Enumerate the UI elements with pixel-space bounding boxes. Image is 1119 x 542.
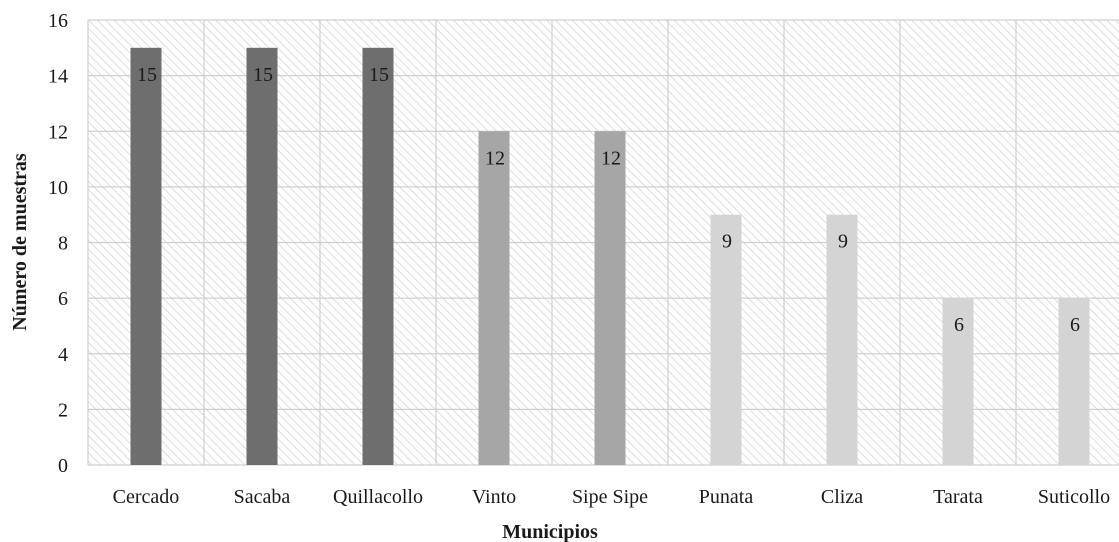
x-axis-title: Municipios <box>502 521 598 542</box>
x-tick-label: Tarata <box>933 486 983 508</box>
x-tick-label: Sipe Sipe <box>572 486 648 508</box>
x-tick-label: Sacaba <box>234 486 291 508</box>
y-tick-label: 10 <box>48 177 68 199</box>
y-tick-label: 2 <box>58 399 68 421</box>
x-tick-label: Quillacollo <box>333 486 423 508</box>
bar-quillacollo <box>362 47 394 465</box>
data-label: 6 <box>1070 314 1080 336</box>
y-tick-label: 6 <box>58 288 68 310</box>
y-axis-ticks: 0 2 4 6 8 10 12 14 16 <box>48 10 68 477</box>
x-tick-label: Cercado <box>113 486 180 508</box>
bar-suticollo <box>1058 298 1090 465</box>
data-label: 15 <box>253 64 273 86</box>
x-tick-label: Punata <box>699 486 754 508</box>
data-label: 9 <box>838 231 848 253</box>
y-tick-label: 12 <box>48 121 68 143</box>
bar-cliza <box>826 214 858 465</box>
y-axis-title: Número de muestras <box>9 153 31 331</box>
y-tick-label: 8 <box>58 233 68 255</box>
bar-sipe-sipe <box>594 131 626 465</box>
data-labels: 15 15 15 12 12 9 9 6 6 <box>137 64 1080 336</box>
y-tick-label: 0 <box>58 455 68 477</box>
y-tick-label: 4 <box>58 344 68 366</box>
y-tick-label: 14 <box>48 66 68 88</box>
data-label: 15 <box>369 64 389 86</box>
bar-sacaba <box>246 47 278 465</box>
data-label: 12 <box>485 147 505 169</box>
data-label: 12 <box>601 147 621 169</box>
x-axis-ticks: Cercado Sacaba Quillacollo Vinto Sipe Sipe Pu… <box>113 486 1110 508</box>
bar-cercado <box>130 47 162 465</box>
x-tick-label: Suticollo <box>1038 486 1110 508</box>
data-label: 15 <box>137 64 157 86</box>
bar-tarata <box>942 298 974 465</box>
y-tick-label: 16 <box>48 10 68 32</box>
x-tick-label: Cliza <box>821 486 863 508</box>
data-label: 6 <box>954 314 964 336</box>
bars <box>130 47 1090 465</box>
x-tick-label: Vinto <box>472 486 516 508</box>
bar-punata <box>710 214 742 465</box>
data-label: 9 <box>722 231 732 253</box>
bar-vinto <box>478 131 510 465</box>
